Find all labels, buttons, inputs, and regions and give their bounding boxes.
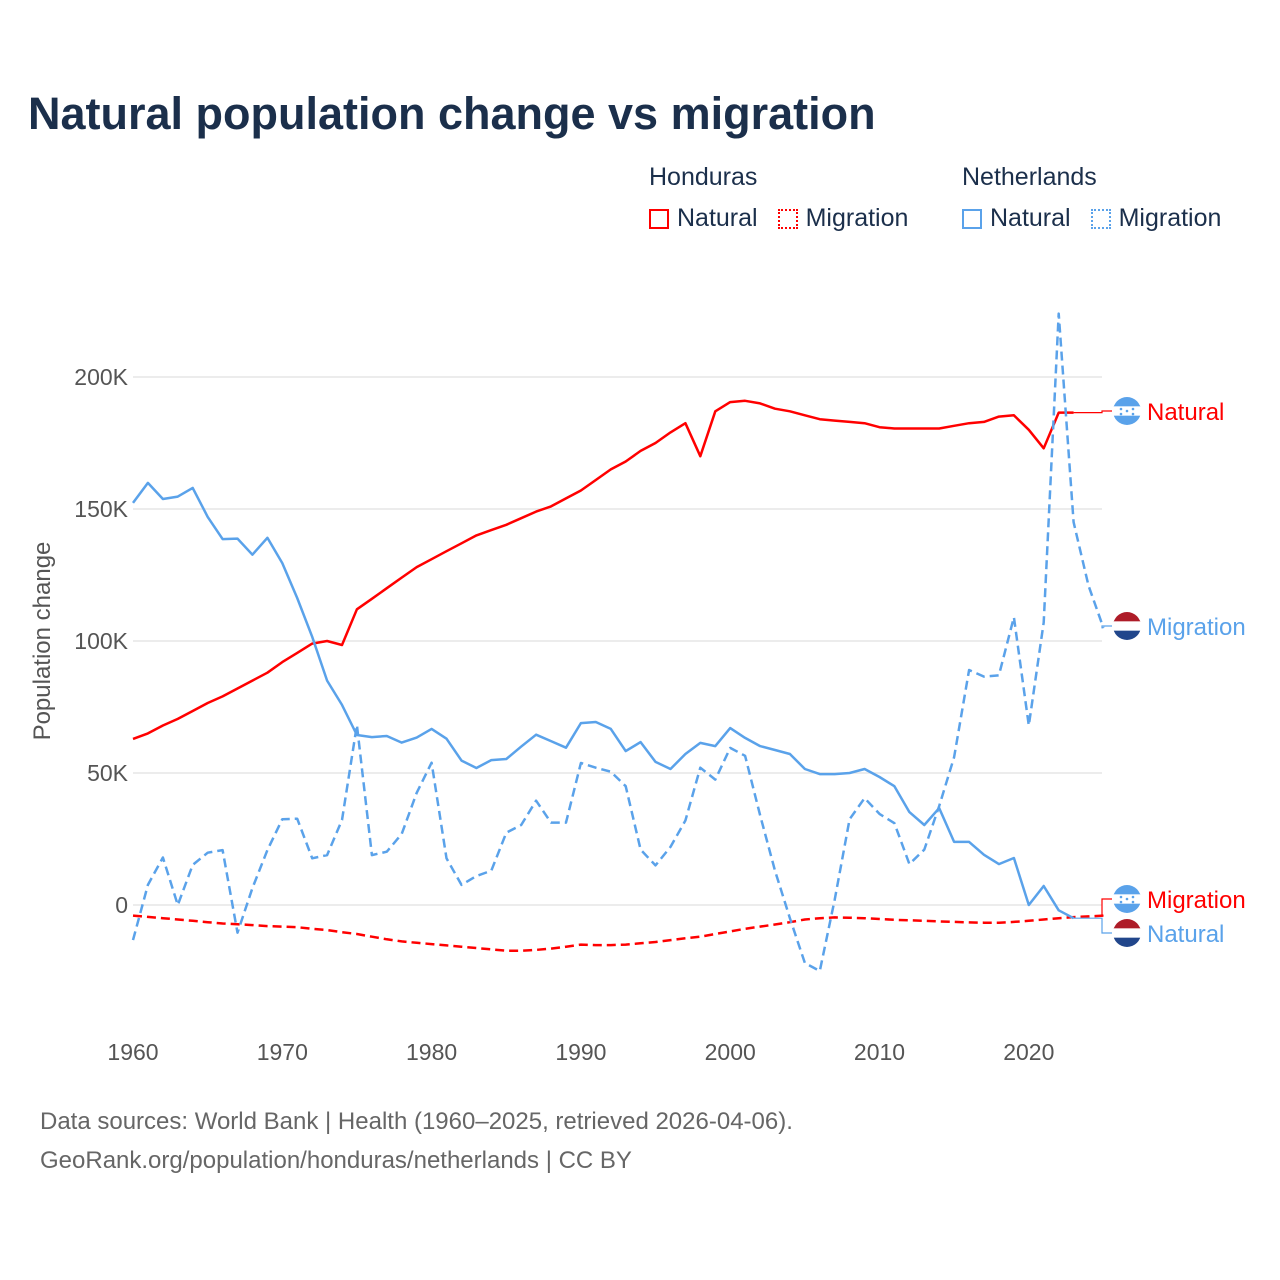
honduras-flag-icon [1113, 397, 1141, 425]
series-line-netherlands-migration [131, 312, 1105, 973]
label-connector [1073, 917, 1112, 934]
legend-swatch-dotted [777, 208, 798, 229]
x-tick-label: 1990 [555, 1039, 606, 1065]
legend-swatch-solid [649, 208, 669, 229]
legend-country-label: Honduras [649, 163, 758, 191]
x-tick-label: 1980 [406, 1039, 457, 1065]
x-tick-label: 2000 [705, 1039, 756, 1065]
legend-item-label: Natural [677, 204, 758, 232]
y-tick-label: 50K [87, 760, 129, 786]
y-tick-label: 0 [115, 892, 128, 918]
series-line-honduras-natural [132, 399, 1074, 741]
series-line-honduras-migration [132, 914, 1104, 952]
legend-item-netherlands-migration[interactable]: Migration [1090, 204, 1222, 233]
x-tick-label: 2010 [854, 1039, 905, 1065]
footer-sources: Data sources: World Bank | Health (1960–… [40, 1108, 793, 1135]
y-tick-label: 100K [74, 628, 128, 654]
legend-swatch-solid [962, 208, 982, 229]
x-tick-label: 1970 [257, 1039, 308, 1065]
y-tick-label: 150K [74, 496, 128, 522]
y-tick-label: 200K [74, 364, 128, 390]
x-tick-label: 2020 [1003, 1039, 1054, 1065]
legend-item-honduras-migration[interactable]: Migration [777, 204, 909, 233]
netherlands-flag-icon [1113, 612, 1141, 640]
y-axis-label: Population change [29, 542, 56, 741]
series-end-label: Natural [1147, 921, 1224, 948]
label-connector [1073, 410, 1112, 414]
label-connector [1101, 625, 1112, 629]
series-end-label: Natural [1147, 399, 1224, 426]
legend-item-honduras-natural[interactable]: Natural [649, 204, 758, 233]
legend-swatch-dotted [1090, 208, 1111, 229]
legend-country-label: Netherlands [962, 163, 1097, 191]
legend-item-label: Migration [1118, 204, 1222, 232]
label-connector [1101, 898, 1112, 917]
legend-item-netherlands-natural[interactable]: Natural [962, 204, 1071, 233]
series-line-netherlands-natural [131, 481, 1075, 920]
netherlands-flag-icon [1113, 919, 1141, 947]
legend-honduras: Honduras Natural Migration [649, 163, 928, 233]
honduras-flag-icon [1113, 885, 1141, 913]
x-tick-label: 1960 [107, 1039, 158, 1065]
series-end-label: Migration [1147, 887, 1246, 914]
series-end-label: Migration [1147, 614, 1246, 641]
footer-link[interactable]: GeoRank.org/population/honduras/netherla… [40, 1147, 632, 1174]
chart-title: Natural population change vs migration [28, 88, 876, 139]
legend-item-label: Migration [805, 204, 909, 232]
legend-item-label: Natural [990, 204, 1071, 232]
legend-netherlands: Netherlands Natural Migration [962, 163, 1241, 233]
